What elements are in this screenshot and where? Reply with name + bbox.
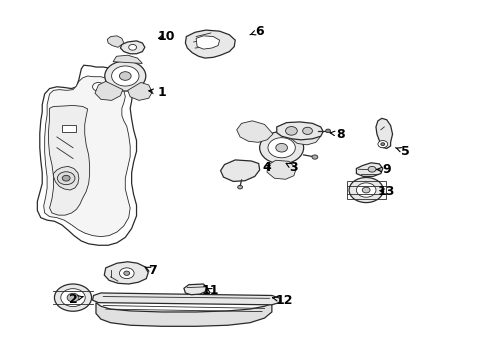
Circle shape <box>276 143 288 152</box>
Text: 13: 13 <box>378 185 395 198</box>
Text: 3: 3 <box>286 161 298 174</box>
Text: 8: 8 <box>330 127 344 141</box>
Circle shape <box>303 127 313 134</box>
Polygon shape <box>128 82 152 100</box>
Circle shape <box>124 271 130 275</box>
Text: 12: 12 <box>272 294 293 307</box>
Polygon shape <box>184 284 207 295</box>
Circle shape <box>112 66 139 86</box>
Polygon shape <box>53 166 79 190</box>
Circle shape <box>286 127 297 135</box>
Polygon shape <box>277 122 323 140</box>
Text: 5: 5 <box>395 145 410 158</box>
Circle shape <box>326 129 331 133</box>
Polygon shape <box>196 36 220 49</box>
Text: 6: 6 <box>250 25 264 38</box>
Polygon shape <box>237 121 273 142</box>
Polygon shape <box>376 118 392 148</box>
Polygon shape <box>44 76 130 237</box>
Circle shape <box>356 183 376 197</box>
Polygon shape <box>220 160 260 181</box>
Text: 9: 9 <box>377 163 391 176</box>
Text: 4: 4 <box>263 161 271 174</box>
Polygon shape <box>267 160 296 179</box>
Text: 10: 10 <box>157 30 174 43</box>
Polygon shape <box>37 65 137 245</box>
Circle shape <box>349 177 383 203</box>
Text: 2: 2 <box>69 293 83 306</box>
Text: 11: 11 <box>202 284 220 297</box>
Circle shape <box>120 72 131 80</box>
Bar <box>62 125 76 132</box>
Circle shape <box>368 166 376 172</box>
Circle shape <box>67 293 79 302</box>
Polygon shape <box>104 262 148 284</box>
Circle shape <box>312 155 318 159</box>
Polygon shape <box>49 105 90 215</box>
Circle shape <box>93 82 104 91</box>
Polygon shape <box>356 163 383 176</box>
Circle shape <box>62 175 70 181</box>
Polygon shape <box>185 30 235 58</box>
Circle shape <box>378 140 388 148</box>
Polygon shape <box>113 55 143 63</box>
Polygon shape <box>96 303 272 326</box>
Polygon shape <box>121 41 145 54</box>
Polygon shape <box>93 293 280 305</box>
Circle shape <box>268 138 295 158</box>
Circle shape <box>238 185 243 189</box>
Text: 1: 1 <box>149 86 166 99</box>
Circle shape <box>129 44 137 50</box>
Circle shape <box>381 143 385 145</box>
Polygon shape <box>292 126 321 145</box>
Text: 7: 7 <box>145 264 156 277</box>
Polygon shape <box>95 81 123 100</box>
Circle shape <box>57 172 75 185</box>
Polygon shape <box>107 36 124 47</box>
Circle shape <box>54 284 92 311</box>
Circle shape <box>362 187 370 193</box>
Circle shape <box>105 61 146 91</box>
Circle shape <box>120 268 134 279</box>
Circle shape <box>61 289 85 307</box>
Circle shape <box>260 132 304 164</box>
